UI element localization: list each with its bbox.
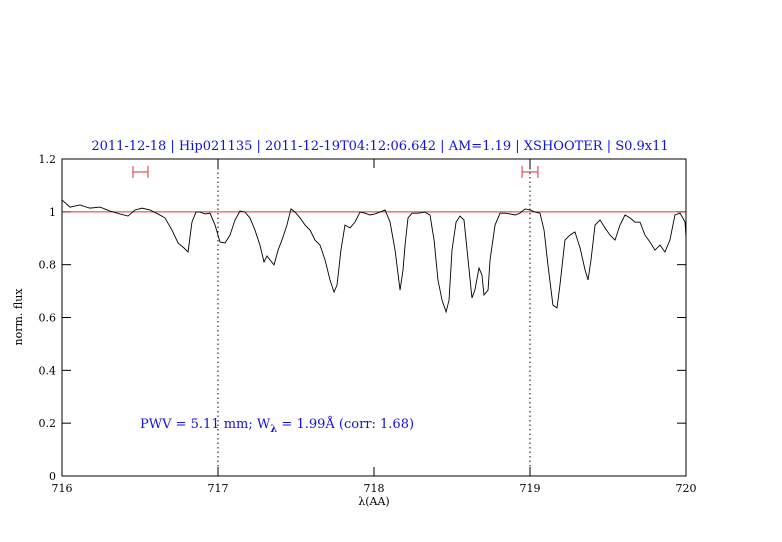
x-axis-label: λ(AA) (358, 495, 389, 508)
y-axis-label: norm. flux (12, 288, 25, 346)
annotation: PWV = 5.11 mm; Wλ = 1.99Å (corr: 1.68) (140, 416, 414, 435)
y-tick-label: 0.4 (39, 364, 57, 377)
spectrum-line (61, 199, 687, 314)
y-tick-label: 0.6 (39, 312, 57, 325)
plot-frame (61, 158, 687, 477)
annotation-subscript: λ (270, 424, 277, 435)
x-tick-label: 716 (52, 482, 73, 495)
y-tick-label: 1.2 (39, 153, 57, 166)
chart-title: 2011-12-18 | Hip021135 | 2011-12-19T04:1… (91, 139, 668, 154)
y-tick-label: 0.2 (39, 417, 57, 430)
annotation-text: = 1.99Å (corr: 1.68) (277, 416, 414, 432)
window-marker (132, 165, 149, 178)
y-tick-label: 0.8 (39, 259, 57, 272)
x-tick-label: 719 (520, 482, 541, 495)
annotation-text: PWV = 5.11 mm; W (140, 417, 271, 432)
y-tick-label: 1 (49, 206, 56, 219)
window-marker (521, 165, 539, 178)
y-tick-label: 0 (49, 470, 56, 483)
x-tick-label: 717 (208, 482, 229, 495)
x-tick-label: 720 (676, 482, 697, 495)
x-tick-label: 718 (364, 482, 385, 495)
